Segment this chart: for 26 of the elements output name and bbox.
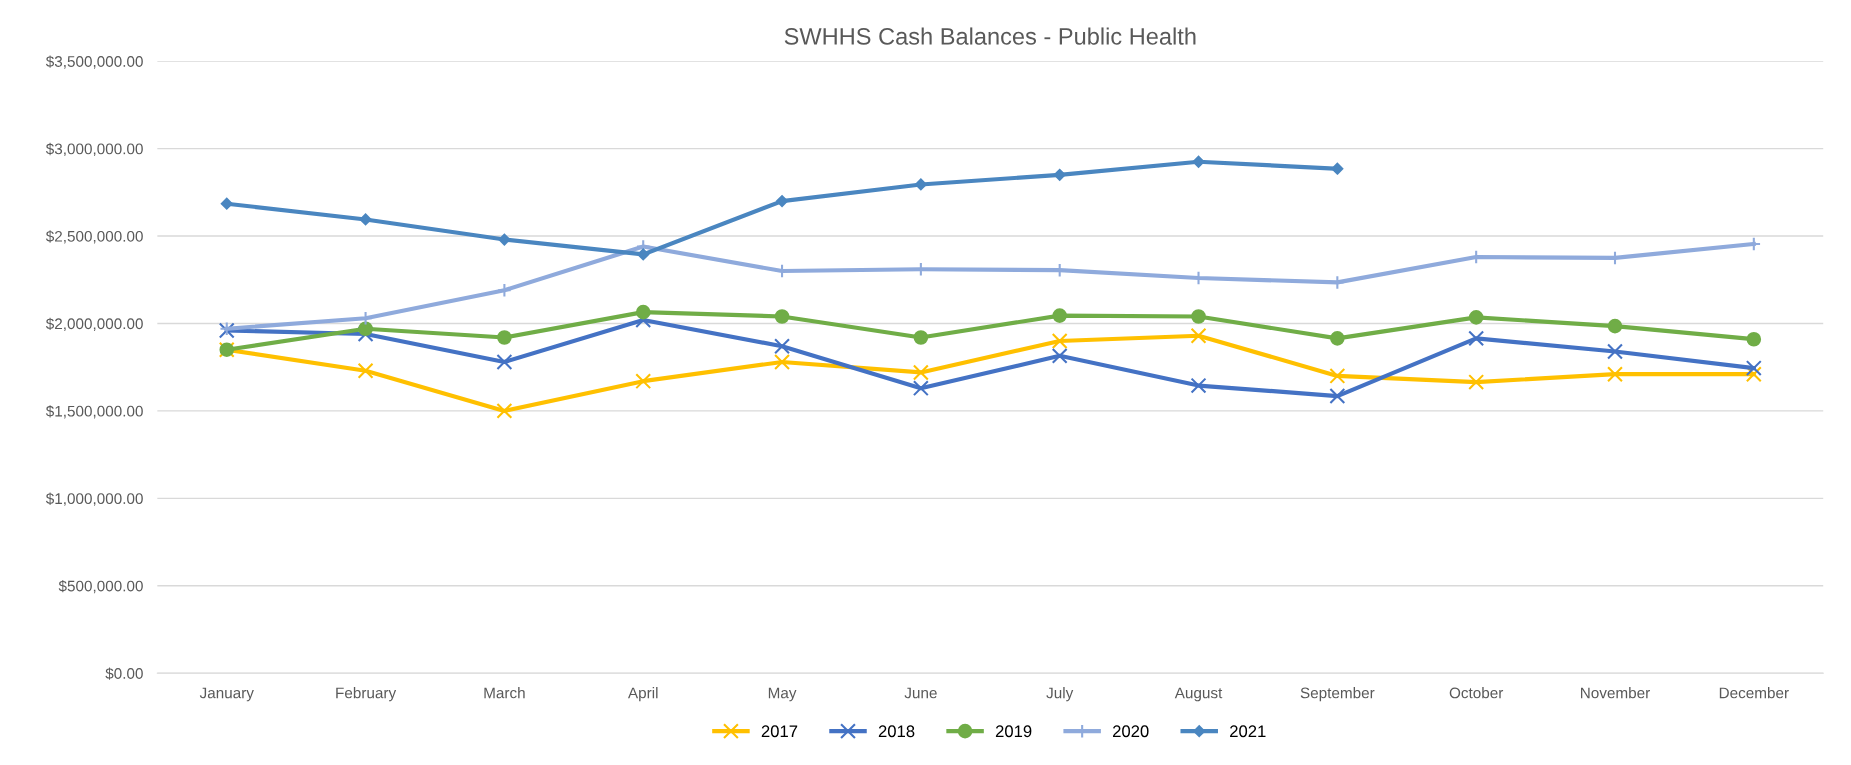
y-tick-label: $3,500,000.00 (45, 55, 143, 69)
x-tick-label: October (1449, 687, 1504, 699)
x-tick-label: July (1046, 687, 1074, 702)
x-tick-label: January (199, 687, 254, 702)
legend-label: 2017 (761, 725, 798, 738)
legend-label: 2018 (878, 725, 915, 738)
x-tick-label: September (1300, 687, 1375, 702)
legend-label: 2021 (1230, 725, 1266, 738)
x-tick-label: April (627, 687, 658, 702)
y-tick-label: $0.00 (105, 667, 143, 680)
x-tick-label: November (1581, 687, 1650, 699)
x-tick-label: August (1174, 687, 1223, 702)
x-tick-label: March (484, 687, 525, 699)
y-tick-label: $1,500,000.00 (45, 405, 143, 419)
y-tick-label: $3,000,000.00 (45, 142, 143, 157)
y-tick-label: $2,000,000.00 (45, 317, 143, 331)
y-tick-label: $500,000.00 (58, 580, 143, 594)
x-tick-label: May (768, 687, 797, 702)
x-tick-label: June (904, 687, 937, 699)
y-tick-label: $1,000,000.00 (45, 492, 143, 506)
legend-label: 2020 (1112, 725, 1149, 738)
x-tick-label: February (336, 687, 397, 702)
x-tick-label: December (1719, 687, 1789, 699)
legend-label: 2019 (995, 725, 1032, 738)
chart-title: SWHHS Cash Balances - Public Health (784, 27, 1196, 45)
y-tick-label: $2,500,000.00 (45, 230, 143, 244)
